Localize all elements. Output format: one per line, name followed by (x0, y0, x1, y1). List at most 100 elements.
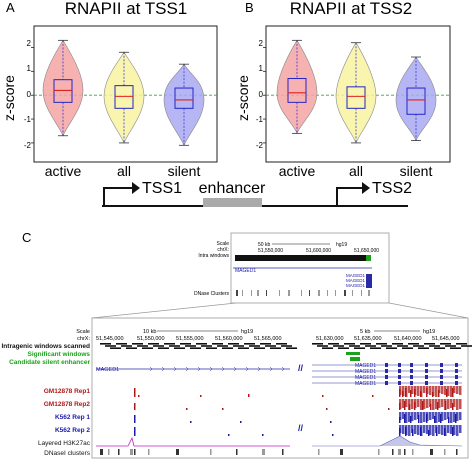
gm12878-signal-fill (453, 399, 456, 407)
tss2-arrowhead (362, 182, 370, 194)
label-k562-rep2: K562 Rep 2 (55, 427, 90, 434)
gm12878-signal-fill (420, 399, 423, 410)
intragenic-window (365, 345, 376, 347)
k562-signal-fill (429, 425, 432, 435)
signal-bar (438, 390, 440, 397)
strand-arrow (173, 366, 177, 372)
exon (425, 363, 428, 367)
zoom-coord-left: 51,565,000 (254, 336, 282, 342)
iqr-box-silent (174, 87, 194, 109)
zoom-connector-left (91, 302, 237, 319)
strand-arrow (149, 366, 153, 372)
overview-highlight (366, 255, 371, 261)
gm12878-signal-fill (435, 399, 438, 409)
label-gm12878-rep2: GM12878 Rep2 (44, 401, 91, 408)
panel-a-letter: A (6, 0, 15, 15)
panel-a-xticks: active all silent (45, 163, 201, 179)
dnase-cluster-mark (404, 449, 406, 455)
k562-signal-fill (426, 425, 429, 434)
exon (425, 369, 428, 373)
zoom-assembly-right: hg19 (423, 329, 435, 335)
zoom-coord-left: 51,560,000 (215, 336, 243, 342)
intragenic-window (322, 347, 333, 349)
intragenic-window (413, 345, 424, 347)
iqr-box-active (287, 77, 307, 103)
signal-bar (248, 394, 250, 397)
gm12878-signal-fill (441, 386, 444, 394)
violin-body-silent (395, 56, 437, 142)
zoom-assembly-left: hg19 (241, 329, 253, 335)
intragenic-window (142, 347, 153, 349)
exon (385, 369, 388, 373)
k562-signal-fill (402, 425, 405, 434)
dnase-cluster-mark (176, 449, 179, 455)
intragenic-window (344, 343, 355, 345)
plot-frame (33, 25, 218, 163)
k562-signal-fill (405, 425, 408, 435)
k562-signal-fill (411, 412, 414, 421)
dnase-cluster-mark (368, 290, 370, 296)
signal-bar (452, 427, 454, 436)
overview-coord: 51,650,000 (354, 248, 379, 254)
intragenic-window (249, 345, 260, 347)
intragenic-window (429, 345, 440, 347)
panel-a-plot (31, 25, 218, 163)
k562-signal-fill (429, 412, 432, 420)
intragenic-window (233, 345, 244, 347)
signal-bar (410, 416, 412, 423)
gm12878-signal-fill (459, 399, 462, 409)
intragenic-window (333, 345, 344, 347)
exon (440, 363, 443, 367)
overview-gene-copy: MAGED1 (346, 273, 366, 278)
label-significant: Significant windows (28, 351, 91, 358)
k562-signal-fill (405, 412, 408, 423)
signal-bar (222, 408, 224, 410)
dnase-cluster-mark (430, 449, 433, 455)
x-tick-label: all (117, 163, 131, 179)
dnase-cluster-mark (344, 290, 346, 296)
intragenic-window (424, 343, 435, 345)
dnase-cluster-mark (118, 449, 120, 455)
zoom-frame (91, 317, 469, 459)
intragenic-window (110, 347, 121, 349)
strand-arrow (209, 366, 213, 372)
k562-signal-fill (450, 425, 453, 434)
intragenic-window (434, 347, 445, 349)
y-tick-label: -2 (24, 141, 32, 150)
zoom-coord-left: 51,550,000 (137, 336, 165, 342)
gm12878-signal-fill (414, 386, 417, 395)
gm12878-signal-fill (399, 386, 402, 395)
k562-signal-fill (456, 412, 459, 421)
exon (425, 375, 428, 379)
signal-bar (404, 414, 406, 423)
candidate-silent-enhancer (350, 357, 360, 361)
intragenic-window (137, 345, 148, 347)
zoom-connector-right (388, 302, 469, 319)
intragenic-window (116, 343, 127, 345)
iqr-box-active (53, 79, 73, 103)
dnase-cluster-mark (148, 449, 150, 455)
tss1-arrow (103, 187, 132, 206)
intragenic-window (386, 347, 397, 349)
intragenic-window (238, 347, 249, 349)
overview-intra-window-bar (235, 255, 371, 261)
k562-signal-fill (447, 425, 450, 433)
exon (398, 363, 401, 367)
intragenic-window (169, 345, 180, 347)
k562-signal-fill (444, 412, 447, 420)
gm12878-signal-fill (426, 386, 429, 394)
exon (385, 375, 388, 379)
k562-signal-fill (438, 425, 441, 434)
intragenic-window (402, 347, 413, 349)
strand-arrow (221, 366, 225, 372)
k562-signal-fill (402, 412, 405, 419)
dnase-cluster-mark (257, 290, 259, 296)
intragenic-window (376, 343, 387, 345)
y-tick-label: 2 (27, 39, 32, 48)
k562-signal-fill (420, 425, 423, 436)
gm12878-signal-fill (426, 399, 429, 408)
dnase-cluster-mark (279, 290, 280, 296)
signal-bar (200, 395, 202, 397)
intragenic-window (100, 343, 111, 345)
intragenic-window (222, 347, 233, 349)
